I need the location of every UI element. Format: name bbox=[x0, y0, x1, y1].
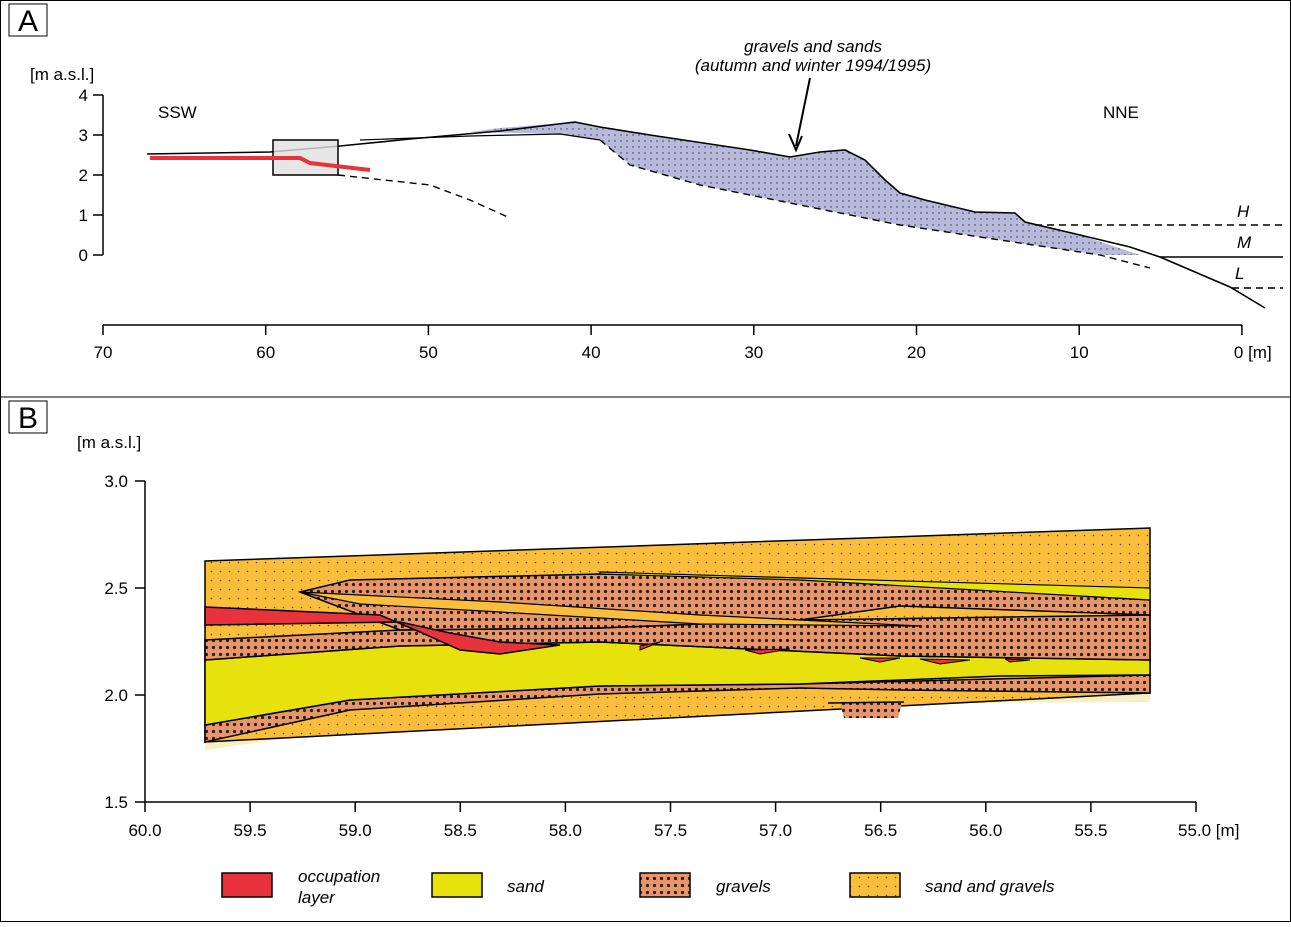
annotation: (autumn and winter 1994/1995) bbox=[695, 56, 931, 75]
y-tick-label: 2.0 bbox=[104, 686, 128, 705]
occupation-lens bbox=[639, 641, 1031, 665]
direction-label: SSW bbox=[158, 103, 197, 122]
x-tick-label: 55.0 [m] bbox=[1178, 821, 1239, 840]
panel-label: B bbox=[18, 402, 38, 435]
legend-swatch bbox=[431, 872, 483, 898]
legend-label: sand and gravels bbox=[925, 877, 1055, 896]
y-axis-label: [m a.s.l.] bbox=[30, 65, 94, 84]
legend-label: occupation layer bbox=[298, 867, 380, 907]
panel-label-box bbox=[8, 3, 48, 37]
occupation-line bbox=[150, 156, 371, 172]
occupation-layer bbox=[204, 606, 561, 655]
x-tick-label: 58.0 bbox=[549, 821, 582, 840]
level-label: H bbox=[1237, 202, 1250, 221]
y-tick-label: 1.5 bbox=[104, 793, 128, 812]
x-tick-label: 57.0 bbox=[759, 821, 792, 840]
y-tick-label: 2 bbox=[79, 166, 88, 185]
base-line bbox=[599, 139, 1151, 269]
gravel-sand-deposit bbox=[470, 122, 1140, 255]
x-tick-label: 55.5 bbox=[1074, 821, 1107, 840]
x-tick-label: 50 bbox=[419, 343, 438, 362]
x-tick-label: 40 bbox=[582, 343, 601, 362]
level-label: L bbox=[1235, 264, 1244, 283]
y-tick-label: 1 bbox=[79, 206, 88, 225]
sand-gravels-lens bbox=[299, 591, 921, 627]
base-line bbox=[337, 174, 511, 219]
level-label: M bbox=[1237, 233, 1252, 252]
surface bbox=[146, 121, 1266, 309]
x-tick-label: 59.0 bbox=[339, 821, 372, 840]
x-tick-label: 56.0 bbox=[969, 821, 1002, 840]
annotation: gravels and sands bbox=[744, 37, 882, 56]
arrow bbox=[788, 77, 811, 153]
direction-label: NNE bbox=[1103, 103, 1139, 122]
panel-label: A bbox=[18, 5, 38, 38]
y-tick-label: 3 bbox=[79, 126, 88, 145]
pocket-line bbox=[827, 701, 905, 704]
y-axis-label: [m a.s.l.] bbox=[77, 433, 141, 452]
panel-label-box bbox=[8, 400, 48, 434]
y-tick-label: 0 bbox=[79, 246, 88, 265]
legend-label: gravels bbox=[716, 877, 771, 896]
surface bbox=[359, 133, 601, 141]
x-tick-label: 59.5 bbox=[234, 821, 267, 840]
x-tick-label: 60.0 bbox=[128, 821, 161, 840]
y-tick-label: 4 bbox=[79, 86, 88, 105]
y-tick-label: 3.0 bbox=[104, 472, 128, 491]
sand-lens bbox=[599, 571, 1151, 601]
legend-swatch bbox=[221, 872, 273, 898]
x-tick-label: 57.5 bbox=[654, 821, 687, 840]
y-tick-label: 2.5 bbox=[104, 579, 128, 598]
x-tick-label: 60 bbox=[256, 343, 275, 362]
x-tick-label: 0 [m] bbox=[1234, 343, 1272, 362]
x-tick-label: 10 bbox=[1070, 343, 1089, 362]
legend-label: sand bbox=[507, 877, 544, 896]
x-tick-label: 56.5 bbox=[864, 821, 897, 840]
x-tick-label: 20 bbox=[907, 343, 926, 362]
x-tick-label: 30 bbox=[744, 343, 763, 362]
gravels-pocket bbox=[840, 703, 902, 718]
x-tick-label: 70 bbox=[94, 343, 113, 362]
legend-swatch bbox=[639, 872, 691, 898]
legend-swatch bbox=[849, 872, 901, 898]
x-tick-label: 58.5 bbox=[444, 821, 477, 840]
